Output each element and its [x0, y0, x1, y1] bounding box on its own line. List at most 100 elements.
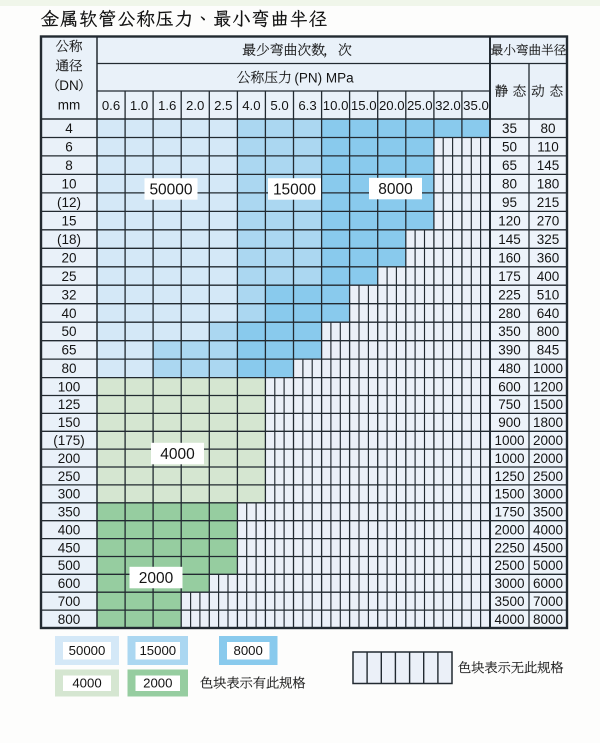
svg-text:6000: 6000 — [533, 576, 563, 591]
svg-text:8000: 8000 — [234, 643, 263, 658]
svg-text:2000: 2000 — [139, 570, 174, 587]
svg-text:400: 400 — [537, 269, 560, 284]
svg-text:400: 400 — [58, 522, 81, 537]
svg-text:5000: 5000 — [533, 558, 563, 573]
svg-text:600: 600 — [498, 379, 521, 394]
svg-text:2500: 2500 — [494, 558, 524, 573]
svg-text:mm: mm — [58, 98, 81, 113]
svg-text:80: 80 — [502, 177, 517, 192]
svg-text:1250: 1250 — [494, 469, 524, 484]
svg-text:65: 65 — [61, 343, 76, 358]
svg-text:50: 50 — [61, 324, 76, 339]
svg-text:250: 250 — [58, 469, 81, 484]
svg-text:35.0: 35.0 — [463, 98, 489, 113]
svg-text:180: 180 — [537, 177, 560, 192]
svg-text:25.0: 25.0 — [407, 98, 433, 113]
svg-text:5.0: 5.0 — [270, 98, 288, 113]
svg-text:1.6: 1.6 — [158, 98, 176, 113]
svg-text:225: 225 — [498, 287, 521, 302]
svg-text:1800: 1800 — [533, 415, 563, 430]
svg-text:125: 125 — [58, 397, 81, 412]
svg-text:35: 35 — [502, 121, 517, 136]
svg-text:215: 215 — [537, 195, 560, 210]
svg-text:7000: 7000 — [533, 594, 563, 609]
svg-text:15.0: 15.0 — [351, 98, 377, 113]
svg-text:80: 80 — [540, 121, 555, 136]
svg-text:200: 200 — [58, 451, 81, 466]
svg-text:800: 800 — [58, 612, 81, 627]
svg-text:(18): (18) — [57, 232, 81, 247]
svg-text:8000: 8000 — [378, 181, 413, 198]
svg-text:DN: DN — [59, 78, 79, 93]
svg-text:50: 50 — [502, 140, 517, 155]
svg-text:4500: 4500 — [533, 540, 563, 555]
svg-text:1200: 1200 — [533, 379, 563, 394]
svg-text:390: 390 — [498, 343, 521, 358]
svg-text:32.0: 32.0 — [435, 98, 461, 113]
svg-text:1000: 1000 — [494, 433, 524, 448]
svg-text:32: 32 — [61, 287, 76, 302]
svg-text:10: 10 — [61, 177, 76, 192]
svg-text:2500: 2500 — [533, 469, 563, 484]
svg-text:15: 15 — [61, 213, 76, 228]
svg-text:(12): (12) — [57, 195, 81, 210]
svg-text:800: 800 — [537, 324, 560, 339]
svg-text:510: 510 — [537, 287, 560, 302]
svg-text:600: 600 — [58, 576, 81, 591]
svg-text:1750: 1750 — [494, 505, 524, 520]
svg-text:3500: 3500 — [494, 594, 524, 609]
svg-text:640: 640 — [537, 306, 560, 321]
svg-text:95: 95 — [502, 195, 517, 210]
svg-text:(175): (175) — [53, 433, 85, 448]
svg-text:4: 4 — [65, 121, 73, 136]
svg-text:(PN) MPa: (PN) MPa — [294, 70, 354, 85]
svg-text:40: 40 — [61, 306, 76, 321]
svg-text:1.0: 1.0 — [130, 98, 148, 113]
svg-text:900: 900 — [498, 415, 521, 430]
svg-text:2000: 2000 — [533, 433, 563, 448]
svg-text:270: 270 — [537, 213, 560, 228]
svg-text:480: 480 — [498, 361, 521, 376]
svg-text:50000: 50000 — [69, 643, 106, 658]
svg-text:450: 450 — [58, 540, 81, 555]
svg-text:300: 300 — [58, 487, 81, 502]
svg-text:2250: 2250 — [494, 540, 524, 555]
svg-text:700: 700 — [58, 594, 81, 609]
svg-text:4000: 4000 — [160, 446, 195, 463]
svg-text:1500: 1500 — [533, 397, 563, 412]
svg-text:65: 65 — [502, 158, 517, 173]
svg-text:120: 120 — [498, 213, 521, 228]
svg-text:4.0: 4.0 — [242, 98, 260, 113]
svg-text:20.0: 20.0 — [379, 98, 405, 113]
svg-text:3000: 3000 — [533, 487, 563, 502]
svg-text:325: 325 — [537, 232, 560, 247]
svg-text:50000: 50000 — [149, 182, 192, 199]
svg-text:145: 145 — [498, 232, 521, 247]
svg-text:4000: 4000 — [533, 522, 563, 537]
svg-text:15000: 15000 — [139, 643, 176, 658]
svg-text:0.6: 0.6 — [102, 98, 120, 113]
svg-text:25: 25 — [61, 269, 76, 284]
svg-text:750: 750 — [498, 397, 521, 412]
svg-text:2.5: 2.5 — [214, 98, 232, 113]
svg-text:6.3: 6.3 — [298, 98, 316, 113]
svg-text:845: 845 — [537, 343, 560, 358]
svg-text:280: 280 — [498, 306, 521, 321]
svg-text:8000: 8000 — [533, 612, 563, 627]
svg-text:4000: 4000 — [72, 676, 101, 691]
svg-text:360: 360 — [537, 250, 560, 265]
svg-text:8: 8 — [65, 158, 73, 173]
svg-text:15000: 15000 — [273, 182, 316, 199]
svg-text:3000: 3000 — [494, 576, 524, 591]
svg-text:20: 20 — [61, 250, 76, 265]
svg-text:6: 6 — [65, 140, 73, 155]
svg-text:2000: 2000 — [494, 522, 524, 537]
svg-text:145: 145 — [537, 158, 560, 173]
svg-text:160: 160 — [498, 250, 521, 265]
svg-text:350: 350 — [58, 505, 81, 520]
svg-text:150: 150 — [58, 415, 81, 430]
svg-text:10.0: 10.0 — [323, 98, 349, 113]
svg-text:3500: 3500 — [533, 505, 563, 520]
svg-text:500: 500 — [58, 558, 81, 573]
svg-text:110: 110 — [537, 140, 559, 155]
